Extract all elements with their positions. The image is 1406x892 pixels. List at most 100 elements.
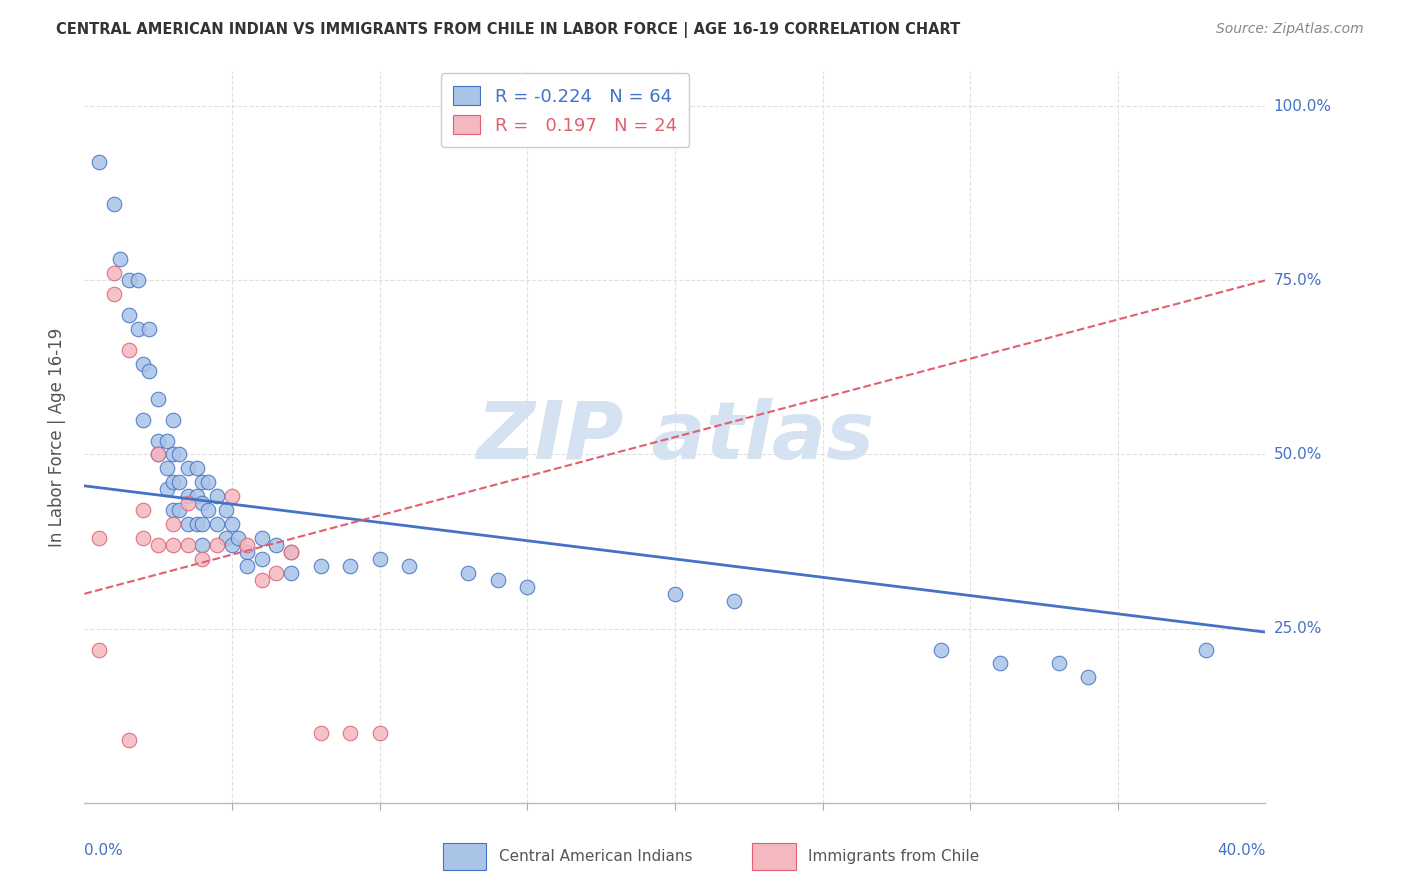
Point — [309, 726, 332, 740]
Point — [138, 322, 160, 336]
Point — [108, 252, 131, 267]
Y-axis label: In Labor Force | Age 16-19: In Labor Force | Age 16-19 — [48, 327, 66, 547]
Point — [339, 726, 361, 740]
Point — [191, 552, 214, 566]
Point — [309, 558, 332, 573]
Point — [280, 545, 302, 559]
Legend: R = -0.224   N = 64, R =   0.197   N = 24: R = -0.224 N = 64, R = 0.197 N = 24 — [440, 73, 689, 147]
Point — [280, 566, 302, 580]
Point — [156, 483, 179, 497]
Point — [148, 392, 170, 406]
Point — [132, 412, 155, 426]
Point — [132, 531, 155, 545]
Point — [215, 531, 238, 545]
Point — [235, 538, 259, 552]
Point — [205, 489, 228, 503]
Point — [167, 448, 190, 462]
Point — [148, 538, 170, 552]
Point — [1195, 642, 1218, 657]
Point — [167, 503, 190, 517]
Text: 75.0%: 75.0% — [1274, 273, 1322, 288]
Point — [264, 566, 288, 580]
Point — [929, 642, 952, 657]
Point — [148, 448, 170, 462]
Text: 40.0%: 40.0% — [1218, 843, 1265, 858]
Point — [177, 496, 200, 510]
Point — [250, 552, 273, 566]
Bar — [752, 843, 796, 870]
Point — [177, 489, 200, 503]
Point — [197, 475, 219, 490]
Point — [191, 496, 214, 510]
Point — [138, 364, 160, 378]
Text: Source: ZipAtlas.com: Source: ZipAtlas.com — [1216, 22, 1364, 37]
Point — [118, 343, 141, 357]
Point — [664, 587, 686, 601]
Point — [486, 573, 509, 587]
Point — [186, 461, 208, 475]
Point — [103, 287, 125, 301]
Point — [457, 566, 479, 580]
Point — [132, 503, 155, 517]
Point — [156, 461, 179, 475]
Point — [162, 412, 184, 426]
Point — [368, 726, 391, 740]
Point — [162, 503, 184, 517]
Point — [103, 266, 125, 280]
Text: Central American Indians: Central American Indians — [499, 849, 692, 863]
Point — [162, 538, 184, 552]
Point — [988, 657, 1011, 671]
Point — [221, 538, 243, 552]
Point — [127, 322, 149, 336]
Point — [148, 448, 170, 462]
Text: 50.0%: 50.0% — [1274, 447, 1322, 462]
Point — [177, 538, 200, 552]
Point — [516, 580, 538, 594]
Point — [723, 594, 745, 608]
Point — [250, 531, 273, 545]
Point — [368, 552, 391, 566]
Point — [162, 475, 184, 490]
Point — [398, 558, 420, 573]
Point — [205, 538, 228, 552]
Point — [127, 273, 149, 287]
Text: CENTRAL AMERICAN INDIAN VS IMMIGRANTS FROM CHILE IN LABOR FORCE | AGE 16-19 CORR: CENTRAL AMERICAN INDIAN VS IMMIGRANTS FR… — [56, 22, 960, 38]
Point — [156, 434, 179, 448]
Point — [205, 517, 228, 532]
Text: Immigrants from Chile: Immigrants from Chile — [808, 849, 980, 863]
Point — [87, 642, 111, 657]
Point — [167, 475, 190, 490]
Point — [118, 733, 141, 747]
Point — [148, 434, 170, 448]
Point — [197, 503, 219, 517]
Point — [280, 545, 302, 559]
Point — [226, 531, 249, 545]
Point — [1047, 657, 1070, 671]
Point — [177, 461, 200, 475]
Point — [235, 558, 259, 573]
Point — [87, 531, 111, 545]
Point — [103, 196, 125, 211]
Text: ZIP atlas: ZIP atlas — [475, 398, 875, 476]
Point — [162, 448, 184, 462]
Point — [221, 517, 243, 532]
Point — [191, 475, 214, 490]
Point — [221, 489, 243, 503]
Point — [191, 538, 214, 552]
Point — [162, 517, 184, 532]
Point — [1077, 670, 1099, 684]
Point — [339, 558, 361, 573]
Point — [215, 503, 238, 517]
Bar — [443, 843, 486, 870]
Text: 25.0%: 25.0% — [1274, 621, 1322, 636]
Point — [177, 517, 200, 532]
Point — [132, 357, 155, 371]
Point — [87, 155, 111, 169]
Point — [191, 517, 214, 532]
Point — [264, 538, 288, 552]
Text: 100.0%: 100.0% — [1274, 99, 1331, 113]
Text: 0.0%: 0.0% — [84, 843, 124, 858]
Point — [250, 573, 273, 587]
Point — [186, 489, 208, 503]
Point — [118, 308, 141, 322]
